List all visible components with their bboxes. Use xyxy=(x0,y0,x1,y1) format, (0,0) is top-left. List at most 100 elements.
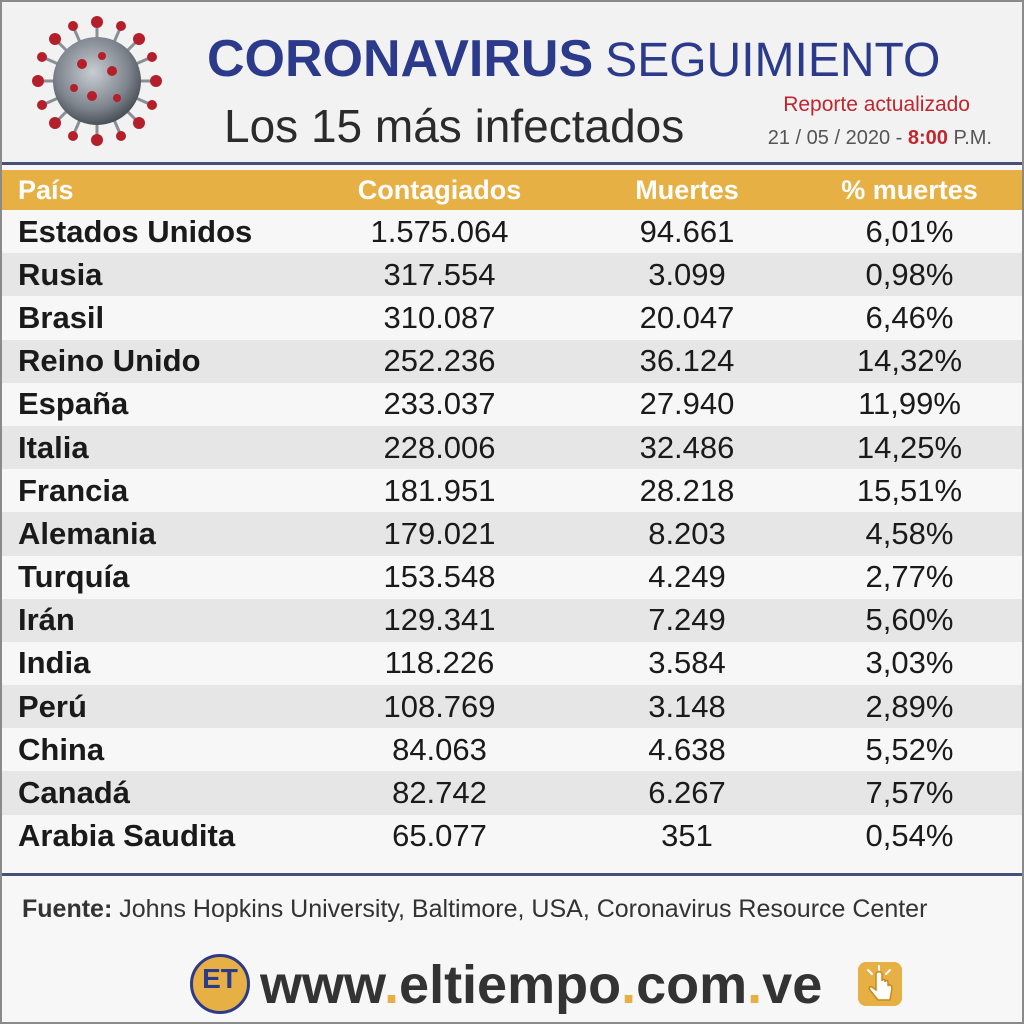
cell-pct: 6,01% xyxy=(865,213,954,249)
cell-country: Alemania xyxy=(18,515,156,551)
cell-cases: 310.087 xyxy=(383,299,496,335)
cell-pct: 3,03% xyxy=(865,645,954,681)
table-row: Turquía 153.548 4.249 2,77% xyxy=(2,555,1022,599)
col-header-deaths: Muertes xyxy=(635,174,739,205)
table-body: Estados Unidos 1.575.064 94.661 6,01% Rusia 3… xyxy=(2,210,1022,858)
cell-cases: 129.341 xyxy=(383,602,496,638)
coronavirus-illustration xyxy=(32,16,162,146)
brand-bar: ET www.eltiempo.com.ve xyxy=(190,950,910,1020)
data-table: País Contagiados Muertes % muertes Estad… xyxy=(2,170,1022,858)
source-note: Fuente: Johns Hopkins University, Baltim… xyxy=(22,895,927,924)
cell-deaths: 20.047 xyxy=(639,299,735,335)
url-part: ve xyxy=(762,955,823,1015)
cell-deaths: 94.661 xyxy=(639,213,735,249)
cell-country: Arabia Saudita xyxy=(18,818,236,854)
cell-deaths: 27.940 xyxy=(639,386,735,422)
cell-cases: 82.742 xyxy=(392,775,487,811)
col-header-cases: Contagiados xyxy=(357,174,522,205)
subtitle: Los 15 más infectados xyxy=(224,100,685,152)
table-row: India 118.226 3.584 3,03% xyxy=(2,641,1022,686)
cell-pct: 6,46% xyxy=(865,299,954,335)
header-divider xyxy=(2,162,1022,165)
table-row: Francia 181.951 28.218 15,51% xyxy=(2,469,1022,513)
table-row: China 84.063 4.638 5,52% xyxy=(2,728,1022,772)
col-header-pct: % muertes xyxy=(841,174,978,205)
cell-cases: 1.575.064 xyxy=(370,213,509,249)
et-logo: ET xyxy=(190,954,250,1014)
cell-pct: 0,98% xyxy=(865,256,954,292)
col-header-country: País xyxy=(18,174,74,205)
cell-cases: 181.951 xyxy=(383,472,496,508)
table-row: Canadá 82.742 6.267 7,57% xyxy=(2,771,1022,815)
time-suffix: P.M. xyxy=(953,127,992,149)
header: CORONAVIRUS SEGUIMIENTO Los 15 más infect… xyxy=(2,2,1022,162)
cell-country: India xyxy=(18,645,91,681)
cell-cases: 228.006 xyxy=(383,429,496,465)
table-row: Alemania 179.021 8.203 4,58% xyxy=(2,512,1022,556)
url-dot: . xyxy=(621,955,637,1015)
cell-cases: 84.063 xyxy=(392,731,487,767)
website-url: www.eltiempo.com.ve xyxy=(260,950,822,1020)
et-logo-text: ET xyxy=(202,963,238,994)
cell-pct: 15,51% xyxy=(856,472,963,508)
cell-deaths: 8.203 xyxy=(648,515,726,551)
cell-deaths: 3.099 xyxy=(648,256,726,292)
table-row: Perú 108.769 3.148 2,89% xyxy=(2,685,1022,729)
cell-pct: 4,58% xyxy=(865,515,954,551)
cell-cases: 233.037 xyxy=(383,386,496,422)
table-row: Arabia Saudita 65.077 351 0,54% xyxy=(2,814,1022,858)
title: CORONAVIRUS SEGUIMIENTO xyxy=(207,24,940,94)
cell-cases: 108.769 xyxy=(383,688,496,724)
cell-cases: 65.077 xyxy=(392,818,487,854)
cell-deaths: 36.124 xyxy=(639,343,735,379)
report-date: 21 / 05 / 2020 - 8:00 P.M. xyxy=(768,127,992,150)
cell-cases: 252.236 xyxy=(383,343,496,379)
cell-country: Brasil xyxy=(18,299,105,335)
source-label: Fuente: xyxy=(22,895,113,923)
cell-pct: 7,57% xyxy=(865,775,954,811)
url-dot: . xyxy=(747,955,763,1015)
cell-country: Italia xyxy=(18,429,89,465)
cell-country: Rusia xyxy=(18,256,103,292)
cell-deaths: 3.584 xyxy=(648,645,726,681)
cell-pct: 14,25% xyxy=(856,429,963,465)
cell-cases: 153.548 xyxy=(383,559,496,595)
cell-pct: 14,32% xyxy=(856,343,963,379)
table-row: Estados Unidos 1.575.064 94.661 6,01% xyxy=(2,210,1022,254)
cell-pct: 5,52% xyxy=(865,731,954,767)
cell-deaths: 7.249 xyxy=(648,602,726,638)
title-main: CORONAVIRUS xyxy=(207,30,594,88)
cell-country: España xyxy=(18,386,129,422)
cell-country: Turquía xyxy=(18,559,130,595)
footer-divider xyxy=(2,873,1022,876)
table-row: Rusia 317.554 3.099 0,98% xyxy=(2,253,1022,297)
url-part: eltiempo xyxy=(399,955,622,1015)
url-part: com xyxy=(636,955,748,1015)
cell-country: Francia xyxy=(18,472,129,508)
cell-country: Estados Unidos xyxy=(18,213,253,249)
title-secondary: SEGUIMIENTO xyxy=(605,34,941,87)
report-label: Reporte actualizado xyxy=(783,93,970,116)
cell-deaths: 6.267 xyxy=(648,775,726,811)
table-row: Irán 129.341 7.249 5,60% xyxy=(2,598,1022,642)
cell-country: China xyxy=(18,731,105,767)
time-text: 8:00 xyxy=(907,127,948,149)
table-header: País Contagiados Muertes % muertes xyxy=(2,170,1022,210)
cell-pct: 0,54% xyxy=(865,818,954,854)
cell-cases: 317.554 xyxy=(383,256,496,292)
cell-deaths: 4.638 xyxy=(648,731,726,767)
date-text: 21 / 05 / 2020 - xyxy=(767,127,903,149)
cell-country: Perú xyxy=(18,688,87,724)
source-text: Johns Hopkins University, Baltimore, USA… xyxy=(119,895,928,923)
cell-deaths: 32.486 xyxy=(639,429,735,465)
url-dot: . xyxy=(384,955,400,1015)
cell-pct: 2,77% xyxy=(865,559,954,595)
cell-pct: 11,99% xyxy=(858,386,961,422)
table-row: Reino Unido 252.236 36.124 14,32% xyxy=(2,339,1022,383)
cell-country: Canadá xyxy=(18,775,130,811)
cell-deaths: 28.218 xyxy=(639,472,735,508)
cell-deaths: 3.148 xyxy=(648,688,726,724)
url-part: www xyxy=(260,955,385,1015)
cell-country: Irán xyxy=(18,602,75,638)
